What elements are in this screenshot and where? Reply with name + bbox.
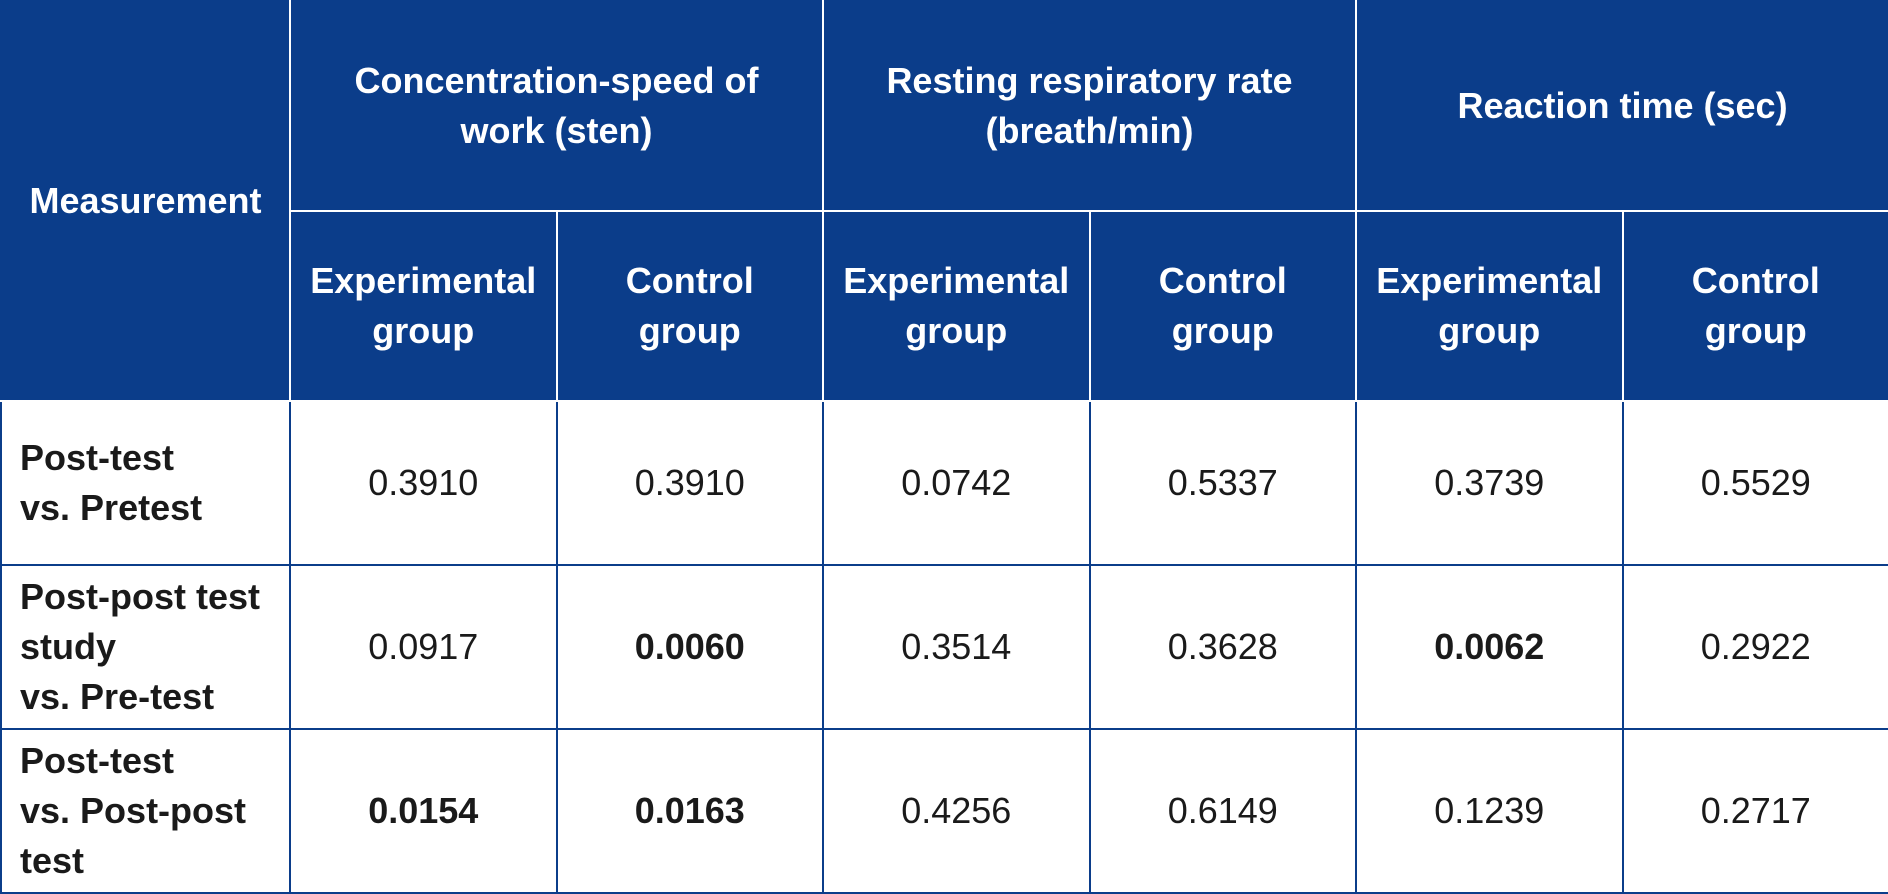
group-header-line: Concentration-speed of xyxy=(354,60,759,101)
subheader-line: group xyxy=(1171,310,1274,351)
group-header-line: Reaction time (sec) xyxy=(1457,85,1788,126)
group-header-reaction-time: Reaction time (sec) xyxy=(1355,0,1888,212)
table-cell: 0.6149 xyxy=(1088,728,1358,894)
subheader-line: Control xyxy=(625,260,754,301)
group-header-line: (breath/min) xyxy=(985,110,1194,151)
row-label-line: test xyxy=(20,840,85,881)
table-cell: 0.5529 xyxy=(1621,400,1888,566)
table-body: Post-test vs. Pretest 0.3910 0.3910 0.0742 0.… xyxy=(0,400,1888,894)
subheader-line: Experimental xyxy=(310,260,537,301)
table-cell: 0.5337 xyxy=(1088,400,1358,566)
table-cell: 0.3514 xyxy=(822,564,1091,730)
group-header-concentration: Concentration-speed of work (sten) xyxy=(288,0,825,212)
table-cell: 0.0742 xyxy=(822,400,1091,566)
table-cell: 0.2717 xyxy=(1621,728,1888,894)
row-label: Post-post test study vs. Pre-test xyxy=(0,564,291,730)
table-cell-significant: 0.0154 xyxy=(289,728,558,894)
table-cell: 0.1239 xyxy=(1355,728,1624,894)
measurement-header: Measurement xyxy=(0,0,291,402)
subheader-line: group xyxy=(1704,310,1807,351)
group-header-respiratory-rate: Resting respiratory rate (breath/min) xyxy=(822,0,1358,212)
table-cell: 0.0917 xyxy=(289,564,558,730)
subheader-line: Control xyxy=(1158,260,1287,301)
table-row: Post-test vs. Post-post test 0.0154 0.0163 0.… xyxy=(0,728,1888,894)
subheader-line: Control xyxy=(1691,260,1820,301)
table-cell: 0.4256 xyxy=(822,728,1091,894)
table-row: Post-post test study vs. Pre-test 0.0917 0.0… xyxy=(0,564,1888,730)
table-cell-significant: 0.0062 xyxy=(1355,564,1624,730)
row-label-line: study xyxy=(20,626,117,667)
subheader-line: group xyxy=(1438,310,1541,351)
row-label-line: vs. Pre-test xyxy=(20,676,215,717)
subheader-line: Experimental xyxy=(843,260,1070,301)
subheader-line: Experimental xyxy=(1376,260,1603,301)
subheader-experimental-concentration: Experimental group xyxy=(289,210,558,402)
table-row: Post-test vs. Pretest 0.3910 0.3910 0.0742 0.… xyxy=(0,400,1888,566)
table-cell: 0.2922 xyxy=(1621,564,1888,730)
header-row-subgroups: Experimental group Control group Experim… xyxy=(1,210,1888,402)
table-cell: 0.3910 xyxy=(289,400,558,566)
row-label-line: Post-test xyxy=(20,740,175,781)
subheader-experimental-respiratory: Experimental group xyxy=(822,210,1091,402)
row-label: Post-test vs. Post-post test xyxy=(0,728,291,894)
table-cell-significant: 0.0163 xyxy=(555,728,825,894)
table-cell: 0.3628 xyxy=(1088,564,1358,730)
subheader-control-reaction: Control group xyxy=(1621,210,1888,402)
group-header-line: Resting respiratory rate xyxy=(886,60,1293,101)
row-label-line: Post-test xyxy=(20,437,175,478)
subheader-control-concentration: Control group xyxy=(555,210,825,402)
row-label-line: Post-post test xyxy=(20,576,261,617)
table-cell: 0.3739 xyxy=(1355,400,1624,566)
group-header-line: work (sten) xyxy=(460,110,653,151)
row-label-line: vs. Post-post xyxy=(20,790,247,831)
row-label-line: vs. Pretest xyxy=(20,487,203,528)
subheader-control-respiratory: Control group xyxy=(1088,210,1358,402)
row-label: Post-test vs. Pretest xyxy=(0,400,291,566)
table-cell-significant: 0.0060 xyxy=(555,564,825,730)
subheader-experimental-reaction: Experimental group xyxy=(1355,210,1624,402)
table-cell: 0.3910 xyxy=(555,400,825,566)
subheader-line: group xyxy=(372,310,475,351)
table-header: Measurement Concentration-speed of work … xyxy=(0,0,1888,402)
subheader-line: group xyxy=(905,310,1008,351)
subheader-line: group xyxy=(638,310,741,351)
header-row-groups: Measurement Concentration-speed of work … xyxy=(0,0,1888,402)
